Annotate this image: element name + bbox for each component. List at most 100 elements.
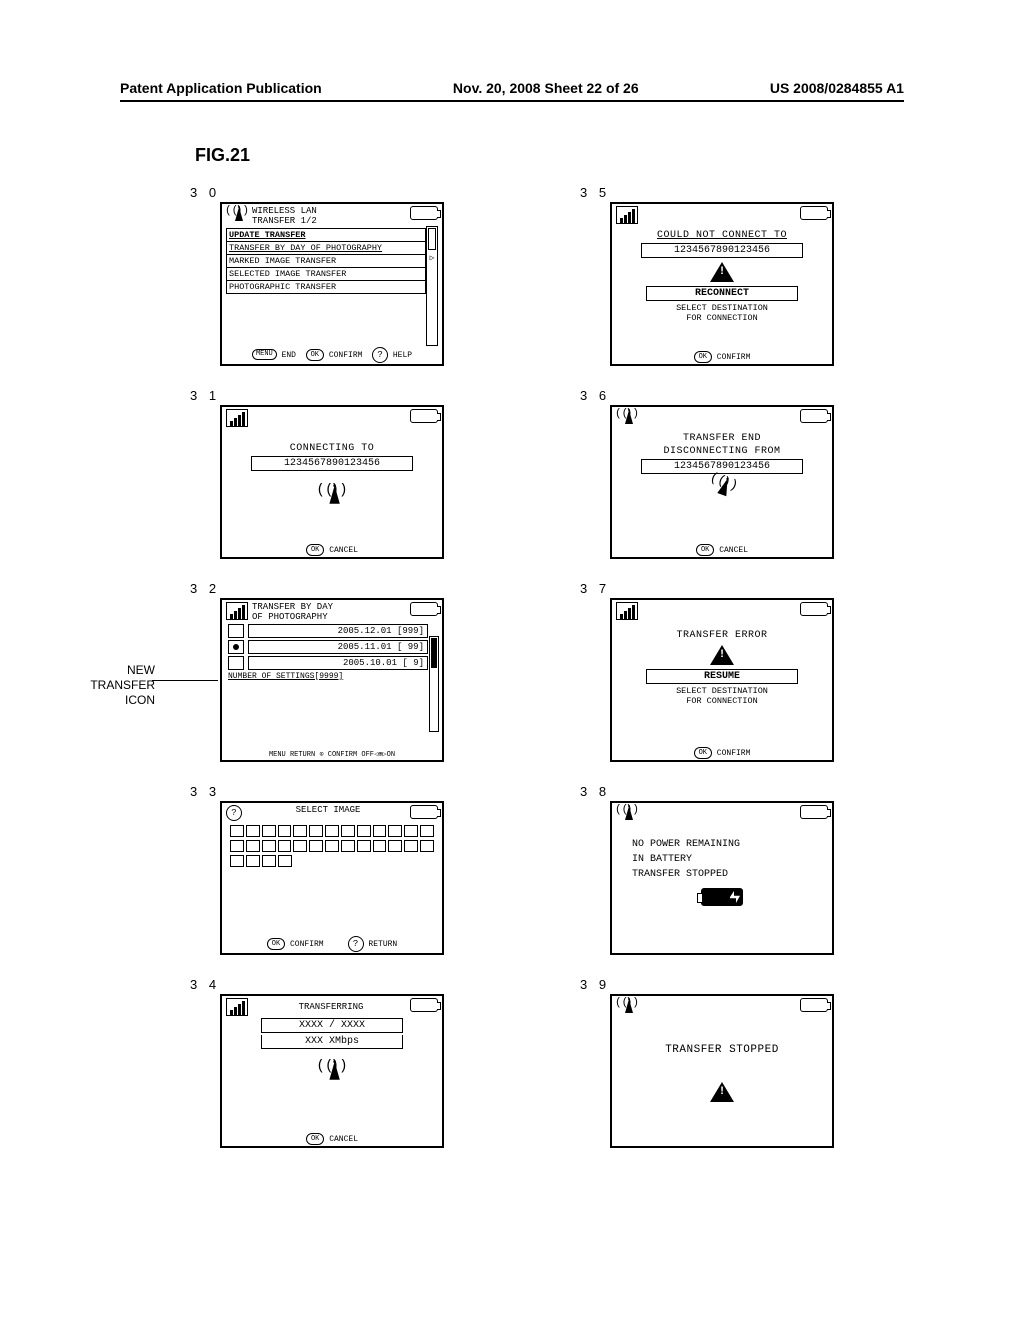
screen-37: TRANSFER ERROR RESUME SELECT DESTINATION… bbox=[610, 598, 834, 762]
thumb[interactable] bbox=[373, 825, 387, 837]
thumb[interactable] bbox=[230, 855, 244, 867]
title-line2: TRANSFER 1/2 bbox=[252, 216, 317, 226]
thumb[interactable] bbox=[278, 825, 292, 837]
battery-icon bbox=[800, 206, 828, 220]
thumb[interactable] bbox=[404, 825, 418, 837]
thumb[interactable] bbox=[309, 825, 323, 837]
battery-icon bbox=[410, 805, 438, 819]
battery-dead-icon bbox=[701, 888, 743, 906]
anno-l3: ICON bbox=[65, 693, 155, 708]
thumb[interactable] bbox=[293, 825, 307, 837]
scrollbar[interactable] bbox=[429, 636, 439, 732]
thumb[interactable] bbox=[325, 840, 339, 852]
footer-bar: MENU RETURN ⊙ CONFIRM OFF◁⊕▷ON bbox=[222, 750, 442, 759]
day-row[interactable]: 2005.12.01 [999] bbox=[228, 624, 428, 638]
thumb[interactable] bbox=[262, 840, 276, 852]
thumb[interactable] bbox=[246, 840, 260, 852]
ok-pill[interactable]: OK bbox=[306, 544, 324, 556]
footer-bar: OK CANCEL bbox=[222, 1133, 442, 1145]
line1: NO POWER REMAINING bbox=[632, 837, 818, 852]
sub-text: SELECT DESTINATION FOR CONNECTION bbox=[612, 686, 832, 706]
battery-icon bbox=[410, 206, 438, 220]
ok-pill[interactable]: OK bbox=[306, 349, 324, 361]
antenna-icon bbox=[226, 206, 248, 224]
thumb[interactable] bbox=[341, 825, 355, 837]
thumb[interactable] bbox=[325, 825, 339, 837]
thumb[interactable] bbox=[388, 825, 402, 837]
menu-item[interactable]: TRANSFER BY DAY OF PHOTOGRAPHY bbox=[227, 242, 425, 255]
checkbox[interactable] bbox=[228, 624, 244, 638]
ok-pill[interactable]: OK bbox=[306, 1133, 324, 1145]
header-right: US 2008/0284855 A1 bbox=[770, 80, 904, 96]
thumb[interactable] bbox=[262, 825, 276, 837]
thumb[interactable] bbox=[230, 840, 244, 852]
antenna-icon bbox=[616, 998, 638, 1016]
scroll-thumb[interactable] bbox=[428, 228, 436, 250]
scrollbar[interactable]: ▷ bbox=[426, 226, 438, 346]
screen-number: 3 3 bbox=[190, 784, 490, 799]
thumb[interactable] bbox=[278, 855, 292, 867]
cell-36: 3 6 TRANSFER END DISCONNECTING FROM 1234… bbox=[550, 388, 880, 559]
checkbox-checked[interactable] bbox=[228, 640, 244, 654]
progress-speed: XXX XMbps bbox=[261, 1035, 403, 1049]
thumb-row bbox=[230, 855, 434, 867]
checkbox[interactable] bbox=[228, 656, 244, 670]
thumb[interactable] bbox=[230, 825, 244, 837]
screen-33: ? SELECT IMAGE OK bbox=[220, 801, 444, 955]
help-label: HELP bbox=[393, 351, 412, 360]
menu-item[interactable]: MARKED IMAGE TRANSFER bbox=[227, 255, 425, 268]
ok-pill[interactable]: OK bbox=[694, 351, 712, 363]
thumb[interactable] bbox=[246, 855, 260, 867]
progress-count: XXXX / XXXX bbox=[261, 1018, 403, 1033]
menu-item[interactable]: SELECTED IMAGE TRANSFER bbox=[227, 268, 425, 281]
thumb[interactable] bbox=[278, 840, 292, 852]
thumb[interactable] bbox=[420, 825, 434, 837]
thumb[interactable] bbox=[309, 840, 323, 852]
footer-bar: OK CANCEL bbox=[222, 544, 442, 556]
thumb[interactable] bbox=[431, 638, 437, 668]
sub-text: SELECT DESTINATION FOR CONNECTION bbox=[612, 303, 832, 323]
thumb[interactable] bbox=[341, 840, 355, 852]
resume-button[interactable]: RESUME bbox=[646, 669, 798, 684]
footer-bar: OK CONFIRM bbox=[612, 747, 832, 759]
signal-icon bbox=[616, 602, 638, 620]
screen-38: NO POWER REMAINING IN BATTERY TRANSFER S… bbox=[610, 801, 834, 955]
help-icon[interactable]: ? bbox=[348, 936, 364, 952]
day-row[interactable]: 2005.10.01 [ 9] bbox=[228, 656, 428, 670]
ok-pill[interactable]: OK bbox=[267, 938, 285, 950]
reconnect-button[interactable]: RECONNECT bbox=[646, 286, 798, 301]
thumb[interactable] bbox=[404, 840, 418, 852]
ok-pill[interactable]: OK bbox=[696, 544, 714, 556]
menu-item[interactable]: PHOTOGRAPHIC TRANSFER bbox=[227, 281, 425, 293]
warning-icon bbox=[710, 262, 734, 282]
menu-pill[interactable]: MENU bbox=[252, 349, 277, 360]
battery-icon bbox=[800, 998, 828, 1012]
confirm-label: CONFIRM bbox=[717, 749, 751, 758]
help-icon[interactable]: ? bbox=[372, 347, 388, 363]
screen-number: 3 6 bbox=[580, 388, 880, 403]
thumb[interactable] bbox=[262, 855, 276, 867]
day-row[interactable]: 2005.11.01 [ 99] bbox=[228, 640, 428, 654]
thumb[interactable] bbox=[293, 840, 307, 852]
scroll-arrow-icon: ▷ bbox=[427, 255, 437, 263]
menu-item[interactable]: UPDATE TRANSFER bbox=[227, 229, 425, 242]
screen-32: TRANSFER BY DAY OF PHOTOGRAPHY 2005.12.0… bbox=[220, 598, 444, 762]
day-value: 2005.12.01 [999] bbox=[248, 624, 428, 638]
thumb[interactable] bbox=[388, 840, 402, 852]
image-grid[interactable] bbox=[230, 825, 434, 867]
page-header: Patent Application Publication Nov. 20, … bbox=[120, 80, 904, 102]
thumb[interactable] bbox=[246, 825, 260, 837]
thumb[interactable] bbox=[420, 840, 434, 852]
settings-count: NUMBER OF SETTINGS[9999] bbox=[222, 672, 442, 681]
cell-38: 3 8 NO POWER REMAINING IN BATTERY TRANSF… bbox=[550, 784, 880, 955]
ok-pill[interactable]: OK bbox=[694, 747, 712, 759]
footer-bar: OK CANCEL bbox=[612, 544, 832, 556]
thumb[interactable] bbox=[357, 825, 371, 837]
signal-icon bbox=[226, 602, 248, 620]
end-label: END bbox=[282, 351, 296, 360]
signal-icon bbox=[616, 206, 638, 224]
antenna-icon bbox=[616, 409, 638, 427]
screen-title: TRANSFERRING bbox=[248, 998, 410, 1012]
thumb[interactable] bbox=[357, 840, 371, 852]
thumb[interactable] bbox=[373, 840, 387, 852]
